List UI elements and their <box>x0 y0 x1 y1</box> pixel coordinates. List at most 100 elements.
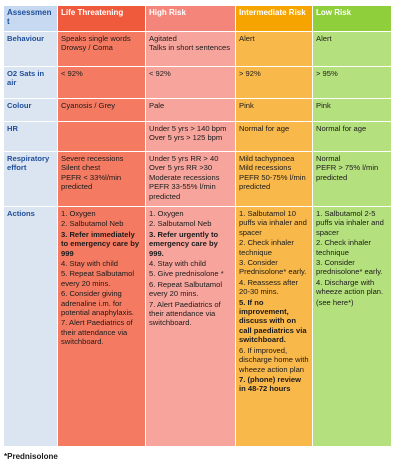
table-row: Colour Cyanosis / Grey Pale Pink Pink <box>3 98 392 122</box>
cell-line: Silent chest <box>61 163 101 173</box>
action-item: 1. Salbutamol 2-5 puffs via inhaler and … <box>316 209 384 237</box>
cell: 1. Salbutamol 10 puffs via inhaler and s… <box>235 206 313 447</box>
cell-line: Pale <box>149 101 165 110</box>
table-row: Actions 1. Oxygen 2. Salbutamol Neb 3. Refe… <box>3 206 392 447</box>
cell-line: > 92% <box>239 69 261 78</box>
cell: Severe recessions Silent chest PEFR < 33%l… <box>57 151 146 207</box>
cell <box>57 121 146 152</box>
cell-line: > 95% <box>316 69 338 78</box>
cell-line: Cyanosis / Grey <box>61 101 116 110</box>
cell: 1. Oxygen 2. Salbutamol Neb 3. Refer immed… <box>57 206 146 447</box>
action-item: 4. Discharge with wheeze action plan. <box>316 277 384 297</box>
header-cell: Low Risk <box>312 5 392 32</box>
action-item: 5. Repeat Salbutamol every 20 mins. <box>61 269 135 288</box>
cell: < 92% <box>145 66 236 99</box>
cell: Agitated Talks in short sentences <box>145 31 236 67</box>
action-item: 4. Stay with child <box>149 259 206 269</box>
cell-line: Alert <box>239 34 255 43</box>
action-item: 2. Check inhaler technique <box>239 238 294 257</box>
cell-line: Pink <box>316 101 331 110</box>
risk-table: Assessment Life Threatening High Risk Inter… <box>3 5 392 447</box>
footnote: *Prednisolone <box>4 452 58 461</box>
cell-line: Moderate recessions <box>149 172 220 182</box>
action-item: 4. Stay with child <box>61 259 118 269</box>
action-item: 7. Alert Paediatrics of their attendance… <box>61 318 133 347</box>
cell: Under 5 yrs > 140 bpm Over 5 yrs > 125 bp… <box>145 121 236 152</box>
cell-line: Under 5 yrs > 140 bpm <box>149 124 227 133</box>
header-cell: High Risk <box>145 5 236 32</box>
action-item: 2. Salbutamol Neb <box>61 219 124 229</box>
action-item: 2. Salbutamol Neb <box>149 219 212 229</box>
action-item: 5. Give prednisolone * <box>149 269 224 279</box>
cell: Speaks single words Drowsy / Coma <box>57 31 146 67</box>
action-item: 7. (phone) review in 48-72 hours <box>239 374 302 394</box>
cell: Pink <box>235 98 313 122</box>
table-body: Behaviour Speaks single words Drowsy / Com… <box>3 31 392 447</box>
action-item: 3. Consider prednisolone* early. <box>316 258 383 277</box>
table-row: Behaviour Speaks single words Drowsy / Com… <box>3 31 392 67</box>
cell-line: PEFR 33-55% l/min predicted <box>149 182 216 201</box>
cell: Pink <box>312 98 392 122</box>
header-cell: Assessment <box>3 5 58 32</box>
cell-line: Mild tachypnoea <box>239 154 295 163</box>
header-cell: Intermediate Risk <box>235 5 313 32</box>
cell-line: Normal for age <box>316 124 367 133</box>
cell: Pale <box>145 98 236 122</box>
row-label: O2 Sats in air <box>3 66 58 99</box>
row-label: Respiratory effort <box>3 151 58 207</box>
cell: 1. Oxygen 2. Salbutamol Neb 3. Refer urgen… <box>145 206 236 447</box>
cell-line: Normal for age <box>239 124 290 133</box>
cell-line: Over 5 yrs > 125 bpm <box>149 133 223 143</box>
cell-line: Normal <box>316 154 341 163</box>
cell: Under 5 yrs RR > 40 Over 5 yrs RR >30 Mode… <box>145 151 236 207</box>
cell-line: PEFR > 75% l/min predicted <box>316 163 379 182</box>
cell: Mild tachypnoea Mild recessions PEFR 50-75… <box>235 151 313 207</box>
cell-line: Drowsy / Coma <box>61 43 113 53</box>
action-item: 4. Reassess after 20-30 mins. <box>239 277 299 297</box>
cell-line: Over 5 yrs RR >30 <box>149 163 213 173</box>
action-item: 6. If improved, discharge home with whee… <box>239 345 309 374</box>
row-label: Colour <box>3 98 58 122</box>
action-item: 7. Alert Paediatrics of their attendance… <box>149 299 221 328</box>
cell: Alert <box>312 31 392 67</box>
action-item: 3. Refer urgently to emergency care by 9… <box>149 229 219 258</box>
table-row: O2 Sats in air < 92% < 92% > 92% > 95% <box>3 66 392 99</box>
action-item: 2. Check inhaler technique <box>316 238 371 257</box>
action-item: 6. Repeat Salbutamol every 20 mins. <box>149 279 223 299</box>
action-item: 1. Oxygen <box>61 209 96 218</box>
row-label: HR <box>3 121 58 152</box>
action-item: 1. Oxygen <box>149 209 184 218</box>
cell-line: PEFR 50-75% l/min predicted <box>239 172 306 192</box>
cell-line: Pink <box>239 101 254 110</box>
header-row: Assessment Life Threatening High Risk Inter… <box>3 5 392 32</box>
cell: Normal for age <box>235 121 313 152</box>
cell: Cyanosis / Grey <box>57 98 146 122</box>
cell-line: < 92% <box>149 69 171 78</box>
cell: Alert <box>235 31 313 67</box>
cell: < 92% <box>57 66 146 99</box>
cell-line: PEFR < 33%l/min predicted <box>61 172 122 192</box>
cell-line: Talks in short sentences <box>149 43 231 53</box>
cell: 1. Salbutamol 2-5 puffs via inhaler and … <box>312 206 392 447</box>
cell-line: < 92% <box>61 69 83 78</box>
row-label: Behaviour <box>3 31 58 67</box>
action-item: 5. If no improvement, discuss with on ca… <box>239 297 307 345</box>
action-item: 6. Consider giving adrenaline i.m. for p… <box>61 289 135 318</box>
cell-line: Speaks single words <box>61 34 131 43</box>
row-label: Actions <box>3 206 58 447</box>
cell-line: Under 5 yrs RR > 40 <box>149 154 219 163</box>
action-item: 3. Refer immediately to emergency care b… <box>61 229 140 258</box>
cell: > 92% <box>235 66 313 99</box>
cell: > 95% <box>312 66 392 99</box>
header-cell: Life Threatening <box>57 5 146 32</box>
cell-line: Severe recessions <box>61 154 124 163</box>
action-item: 3. Consider Prednisolone* early. <box>239 258 307 277</box>
action-item: (see here*) <box>316 297 354 307</box>
table-row: HR Under 5 yrs > 140 bpm Over 5 yrs > 125 … <box>3 121 392 152</box>
cell: Normal for age <box>312 121 392 152</box>
cell-line: Agitated <box>149 34 177 43</box>
action-item: 1. Salbutamol 10 puffs via inhaler and s… <box>239 209 307 237</box>
cell-line: Mild recessions <box>239 163 292 173</box>
table-row: Respiratory effort Severe recessions Silen… <box>3 151 392 207</box>
